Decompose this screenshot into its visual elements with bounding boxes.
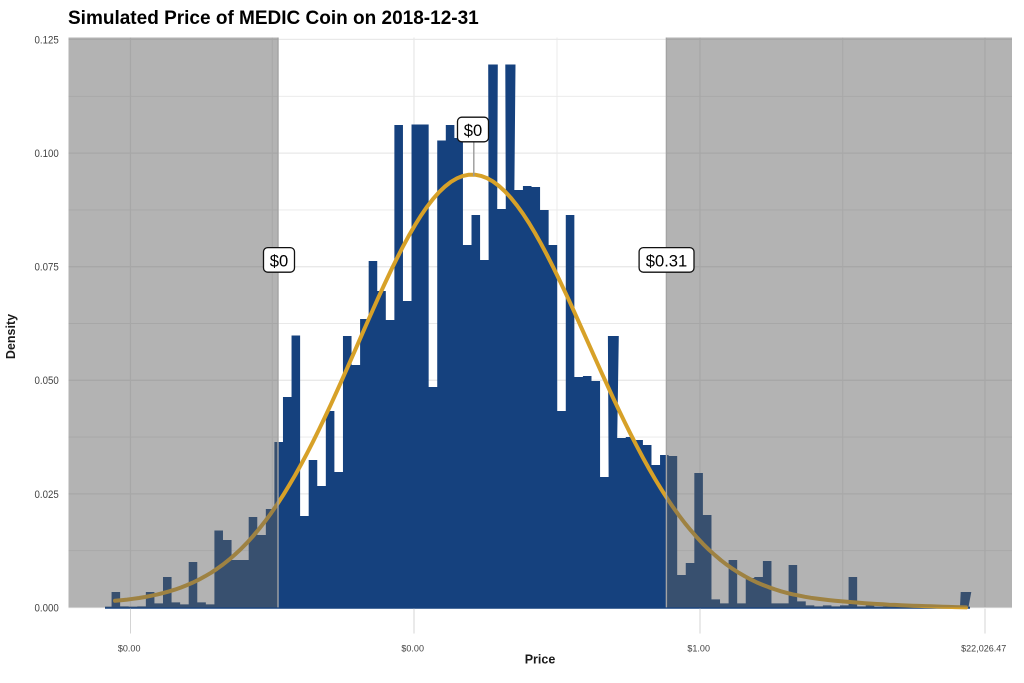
svg-text:$0: $0 [270,251,288,270]
svg-text:$0.00: $0.00 [401,644,424,654]
svg-text:Price: Price [525,653,556,667]
svg-text:0.075: 0.075 [35,262,59,274]
svg-text:$22,026.47: $22,026.47 [961,644,1006,654]
svg-text:0.000: 0.000 [35,603,59,615]
svg-text:0.100: 0.100 [35,148,59,160]
svg-text:0.125: 0.125 [35,34,59,46]
svg-text:$0.00: $0.00 [118,644,141,654]
svg-text:0.050: 0.050 [35,375,59,387]
svg-text:Simulated Price of MEDIC Coin: Simulated Price of MEDIC Coin on 2018-12… [68,8,479,29]
svg-text:$1.00: $1.00 [687,644,710,654]
svg-text:$0.31: $0.31 [646,251,688,270]
svg-text:Density: Density [4,314,18,359]
svg-text:$0: $0 [464,121,482,140]
svg-text:0.025: 0.025 [35,489,59,501]
